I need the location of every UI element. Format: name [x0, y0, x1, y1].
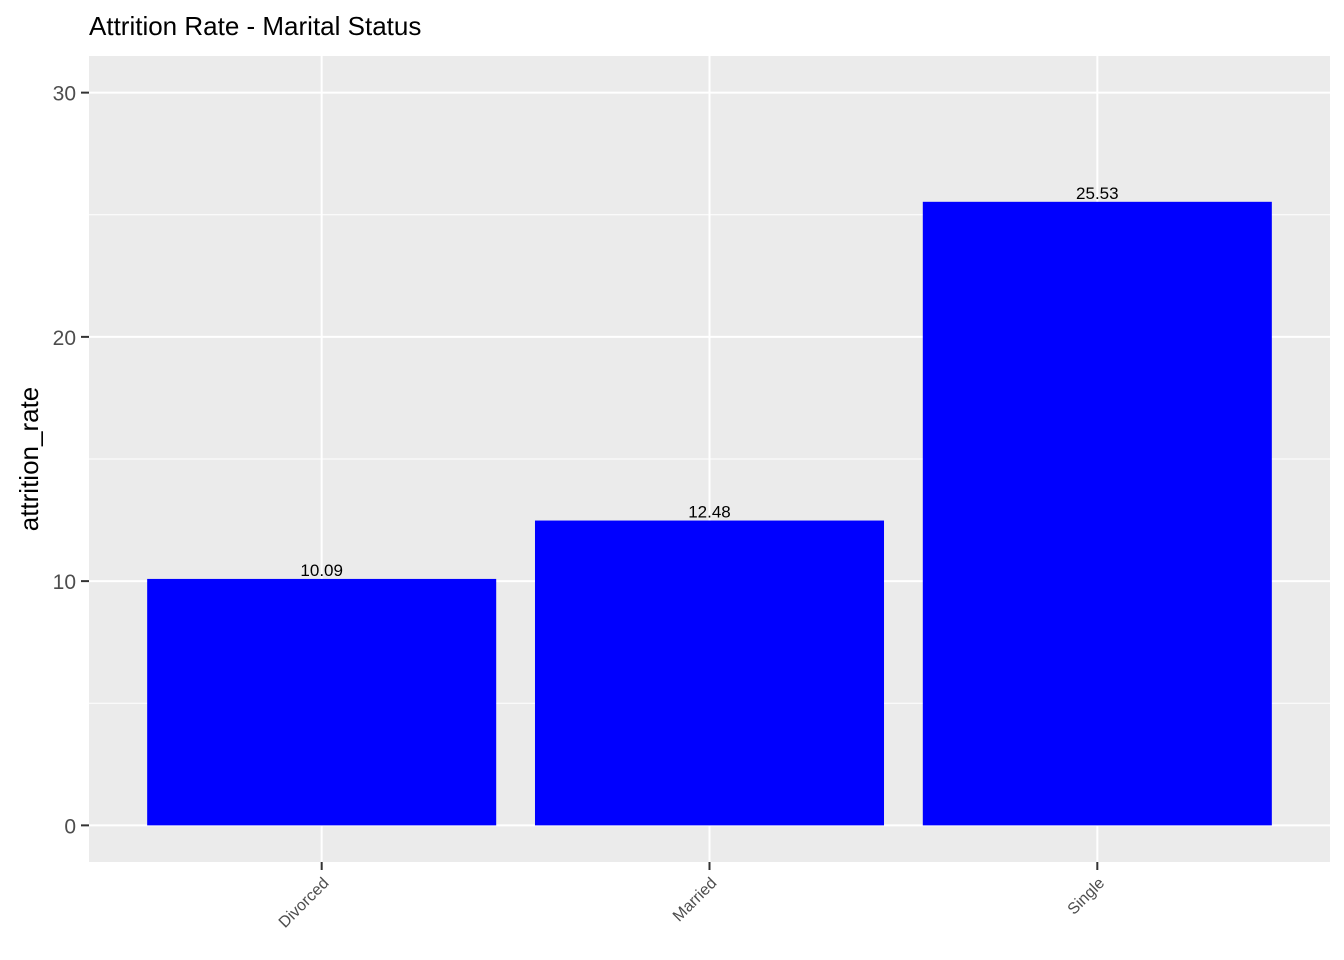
- y-axis: 0 10 20 30: [53, 83, 89, 838]
- data-label: 12.48: [688, 503, 731, 522]
- x-axis: Divorced Married Single: [276, 862, 1108, 931]
- bar-married: [534, 520, 885, 826]
- bar-divorced: [147, 578, 497, 826]
- y-axis-label: attrition_rate: [14, 387, 44, 532]
- chart-title: Attrition Rate - Marital Status: [89, 11, 421, 41]
- data-label: 10.09: [300, 561, 343, 580]
- x-tick-label: Single: [1065, 875, 1109, 919]
- y-tick-label: 0: [64, 815, 76, 838]
- bar-single: [922, 201, 1272, 826]
- data-label: 25.53: [1076, 184, 1119, 203]
- x-tick-label: Divorced: [276, 875, 333, 932]
- y-tick-label: 30: [53, 83, 76, 106]
- y-tick-label: 20: [53, 327, 76, 350]
- x-tick-label: Married: [670, 875, 720, 925]
- data-labels: 10.09 12.48 25.53: [300, 184, 1118, 580]
- y-tick-label: 10: [53, 571, 76, 594]
- bars: [147, 201, 1272, 826]
